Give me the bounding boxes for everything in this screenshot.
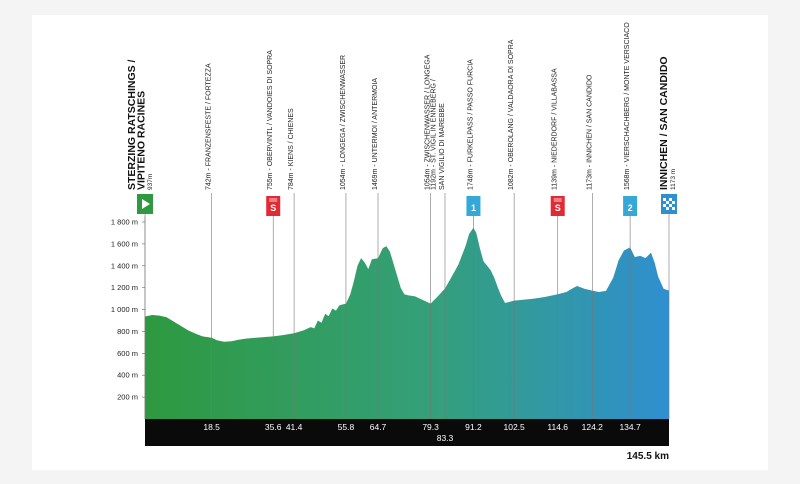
waypoint-label: 1192m - ST. VIGIL IN ENNEBERG /: [430, 79, 437, 190]
km-label: 134.7: [619, 422, 641, 432]
km-label: 124.2: [582, 422, 604, 432]
start-flag-icon: [137, 194, 153, 214]
y-tick-label: 1 400 m: [111, 261, 138, 270]
distance-bar: [145, 419, 669, 446]
start-name: VIPITENO RACINES: [136, 91, 148, 190]
waypoint-label: 1568m - VIERSCHACHBERG / MONTE VERSCIACO: [624, 22, 631, 190]
waypoint-label: 755m - OBERVINTL / VANDOIES DI SOPRA: [267, 50, 274, 190]
waypoint-label: 742m - FRANZENSFESTE / FORTEZZA: [206, 63, 213, 190]
y-tick-label: 1 200 m: [111, 283, 138, 292]
climb-badge: 1: [466, 196, 481, 216]
km-label: 91.2: [465, 422, 482, 432]
km-label: 35.6: [265, 422, 282, 432]
waypoint-label: 1139m - NIEDERDORF / VILLABASSA: [552, 68, 559, 190]
finish-elevation: 1173 m: [670, 169, 677, 190]
svg-text:S: S: [555, 203, 561, 213]
svg-text:S: S: [270, 203, 276, 213]
waypoint-label: 1469m - UNTERMOI / ANTERMOIA: [372, 78, 379, 190]
waypoint-label: SAN VIGILIO DI MAREBBE: [439, 103, 446, 190]
waypoint-label: 784m - KIENS / CHIENES: [288, 108, 295, 190]
checkered-flag-icon: [661, 194, 677, 214]
climb-badge: 2: [623, 196, 638, 216]
start-elevation: 937m: [147, 174, 154, 190]
km-label: 41.4: [286, 422, 303, 432]
km-label: 18.5: [203, 422, 220, 432]
svg-text:2: 2: [628, 203, 633, 213]
km-label: 83.3: [437, 433, 454, 443]
y-tick-label: 800 m: [117, 327, 138, 336]
sprint-badge: S: [550, 196, 565, 216]
y-tick-label: 1 800 m: [111, 218, 138, 227]
sprint-badge: S: [266, 196, 281, 216]
waypoint-label: 1173m - INNICHEN / SAN CANDIDO: [586, 74, 593, 190]
elevation-area: [145, 227, 669, 419]
km-label: 114.6: [547, 422, 568, 432]
y-tick-label: 1 600 m: [111, 239, 138, 248]
y-tick-label: 1 000 m: [111, 305, 138, 314]
y-tick-label: 200 m: [117, 393, 138, 402]
y-tick-label: 600 m: [117, 349, 138, 358]
y-tick-label: 400 m: [117, 371, 138, 380]
waypoint-label: 1054m - ZWISCHENWASSER / LONGEGA: [425, 54, 432, 190]
svg-text:1: 1: [471, 203, 476, 213]
waypoint-label: 1082m - OBEROLANG / VALDAORA DI SOPRA: [508, 39, 515, 190]
km-label: 79.3: [422, 422, 439, 432]
km-label: 64.7: [370, 422, 387, 432]
waypoint-label: 1054m - LONGEGA / ZWISCHENWASSER: [340, 55, 347, 190]
start-name: STERZING RATSCHINGS /: [126, 59, 138, 190]
waypoint-label: 1748m - FURKELPASS / PASSO FURCIA: [467, 59, 474, 190]
finish-name: INNICHEN / SAN CANDIDO: [658, 56, 670, 190]
total-distance-label: 145.5 km: [627, 451, 669, 462]
km-label: 55.8: [338, 422, 355, 432]
km-label: 102.5: [504, 422, 526, 432]
